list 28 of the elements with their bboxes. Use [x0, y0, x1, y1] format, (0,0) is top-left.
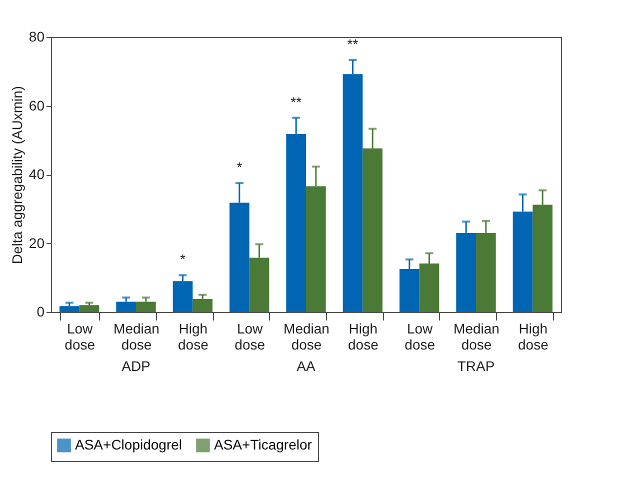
x-tick-label: Low dose — [64, 320, 96, 352]
y-axis-title: Delta aggregability (AUxmin) — [8, 86, 25, 264]
bar — [60, 306, 80, 312]
text: ADP — [122, 358, 150, 374]
text: TRAP — [457, 358, 495, 374]
text: AA — [296, 358, 316, 374]
x-tick-label: High dose — [178, 320, 209, 352]
bar — [192, 298, 212, 312]
x-tick-label: Low dose — [234, 320, 266, 352]
x-tick-label: Median dose — [284, 320, 330, 352]
y-tick-label: 0 — [36, 304, 45, 320]
y-tick-label: 40 — [28, 166, 45, 182]
data-label: ** — [347, 36, 359, 52]
y-tick-label: 60 — [28, 97, 45, 114]
legend-label: ASA+Clopidogrel — [75, 436, 182, 452]
y-tick-label: 80 — [28, 28, 45, 44]
x-tick-label: High dose — [348, 320, 379, 352]
legend-label: ASA+Ticagrelor — [214, 436, 312, 452]
x-tick-label: High dose — [518, 320, 549, 352]
x-tick-label: Low dose — [404, 320, 436, 352]
data-label: * — [180, 251, 186, 268]
data-label: ** — [290, 94, 302, 110]
bar — [136, 302, 156, 312]
bar — [116, 302, 136, 312]
y-tick-label: 20 — [28, 234, 45, 251]
x-tick-label: Median dose — [454, 320, 500, 352]
data-label: * — [236, 159, 243, 176]
x-tick-label: Median dose — [114, 320, 160, 352]
